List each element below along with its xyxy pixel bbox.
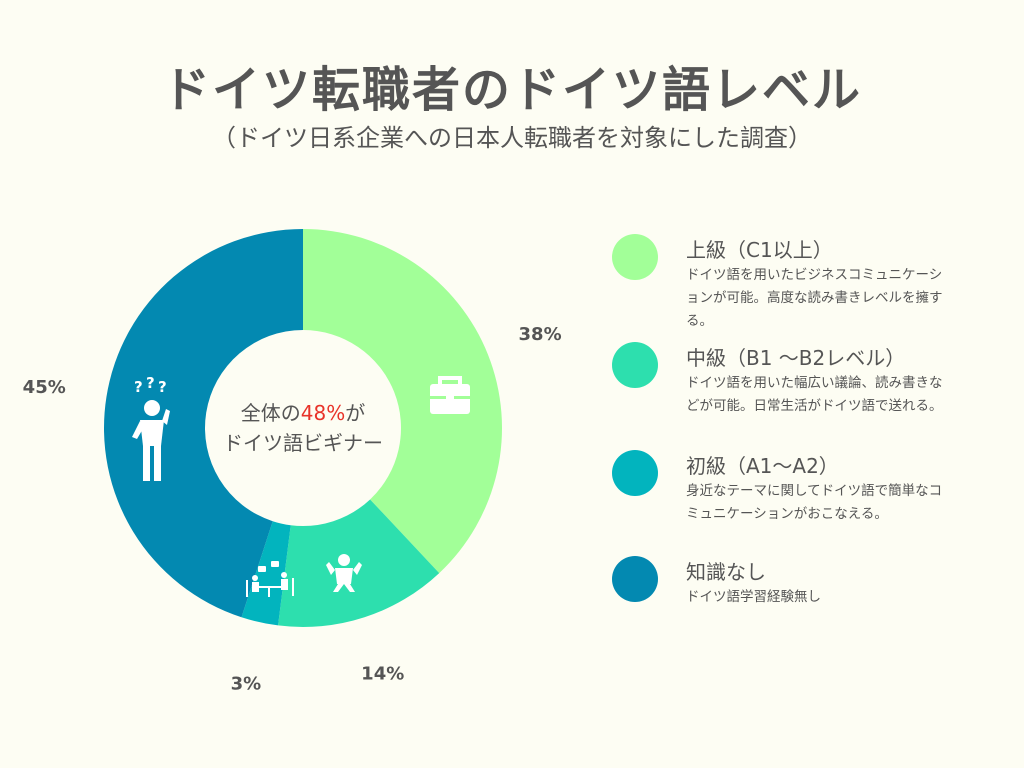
legend-dot — [612, 342, 658, 388]
center-suffix: が — [345, 401, 366, 425]
confused-person-icon: ? ? ? — [132, 374, 170, 481]
center-prefix: 全体の — [240, 401, 301, 425]
label-beginner: 3% — [231, 674, 262, 695]
legend-label: 中級（B1 〜B2レベル） — [686, 346, 906, 370]
svg-text:?: ? — [146, 374, 155, 392]
legend-label: 上級（C1以上） — [686, 238, 833, 262]
svg-text:?: ? — [134, 378, 143, 396]
center-highlight: 48% — [300, 401, 346, 425]
meeting-icon — [246, 561, 294, 597]
label-advanced: 38% — [519, 324, 562, 345]
svg-text:?: ? — [158, 378, 167, 396]
legend-label: 知識なし — [686, 560, 766, 584]
slice-none — [104, 229, 303, 618]
legend-desc: ドイツ語を用いたビジネスコミュニケーションが可能。高度な読み書きレベルを擁する。 — [686, 267, 943, 329]
briefcase-icon — [430, 376, 470, 414]
label-none: 45% — [23, 377, 66, 398]
legend-desc: ドイツ語学習経験無し — [686, 589, 821, 605]
legend-dot — [612, 556, 658, 602]
strong-person-icon — [326, 554, 362, 592]
legend-desc: 身近なテーマに関してドイツ語で簡単なコミュニケーションがおこなえる。 — [686, 483, 943, 522]
slice-beginner — [241, 521, 291, 626]
page-subtitle: （ドイツ日系企業への日本人転職者を対象にした調査） — [212, 124, 812, 152]
legend-dot — [612, 450, 658, 496]
legend-desc: ドイツ語を用いた幅広い議論、読み書きなどが可能。日常生活がドイツ語で送れる。 — [686, 375, 943, 414]
legend-label: 初級（A1〜A2） — [686, 454, 839, 478]
label-intermediate: 14% — [361, 663, 404, 684]
center-line-2: ドイツ語ビギナー — [223, 431, 383, 455]
donut-center-text: 全体の48%が ドイツ語ビギナー — [203, 398, 403, 458]
page-title: ドイツ転職者のドイツ語レベル — [161, 62, 862, 118]
legend-dot — [612, 234, 658, 280]
slice-advanced — [303, 229, 502, 574]
center-line-1: 全体の48%が — [203, 398, 403, 428]
